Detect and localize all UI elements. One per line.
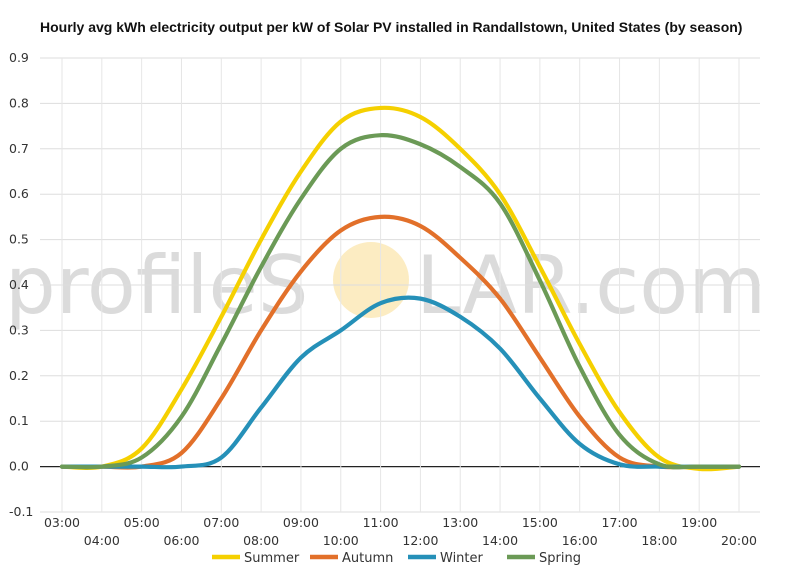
legend-label-spring: Spring	[539, 551, 581, 566]
series-line-summer	[59, 105, 742, 472]
x-tick-label: 15:00	[522, 515, 558, 530]
x-tick-label: 14:00	[482, 533, 518, 548]
y-tick-label: -0.1	[9, 504, 33, 519]
y-tick-label: 0.6	[9, 186, 29, 201]
y-tick-label: 0.5	[9, 232, 29, 247]
x-tick-label: 03:00	[44, 515, 80, 530]
y-tick-label: 0.9	[9, 50, 29, 65]
legend-label-summer: Summer	[244, 551, 300, 566]
x-tick-label: 07:00	[203, 515, 239, 530]
x-tick-label: 06:00	[163, 533, 199, 548]
x-tick-label: 17:00	[602, 515, 638, 530]
x-tick-label: 08:00	[243, 533, 279, 548]
x-tick-label: 18:00	[641, 533, 677, 548]
x-tick-label: 13:00	[442, 515, 478, 530]
y-tick-label: 0.7	[9, 141, 29, 156]
y-tick-label: 0.0	[9, 459, 29, 474]
y-tick-label: 0.2	[9, 368, 29, 383]
legend: Summer Autumn Winter Spring	[212, 551, 581, 566]
series-line-winter	[59, 295, 742, 470]
legend-label-autumn: Autumn	[342, 551, 393, 566]
x-tick-label: 04:00	[84, 533, 120, 548]
y-axis-tick-labels: -0.1 0.0 0.1 0.2 0.3 0.4 0.5 0.6 0.7 0.8 0.9	[9, 50, 33, 519]
series-lines	[59, 105, 742, 472]
y-tick-label: 0.4	[9, 277, 29, 292]
y-tick-label: 0.1	[9, 413, 29, 428]
x-tick-label: 19:00	[681, 515, 717, 530]
y-tick-label: 0.8	[9, 95, 29, 110]
x-tick-label: 09:00	[283, 515, 319, 530]
chart-title: Hourly avg kWh electricity output per kW…	[40, 19, 743, 35]
x-tick-label: 05:00	[124, 515, 160, 530]
x-tick-label: 16:00	[562, 533, 598, 548]
series-line-autumn	[59, 214, 742, 470]
legend-label-winter: Winter	[440, 551, 484, 566]
x-tick-label: 11:00	[363, 515, 399, 530]
x-tick-label: 10:00	[323, 533, 359, 548]
series-line-spring	[59, 133, 742, 470]
y-tick-label: 0.3	[9, 322, 29, 337]
x-tick-label: 20:00	[721, 533, 757, 548]
x-tick-label: 12:00	[402, 533, 438, 548]
